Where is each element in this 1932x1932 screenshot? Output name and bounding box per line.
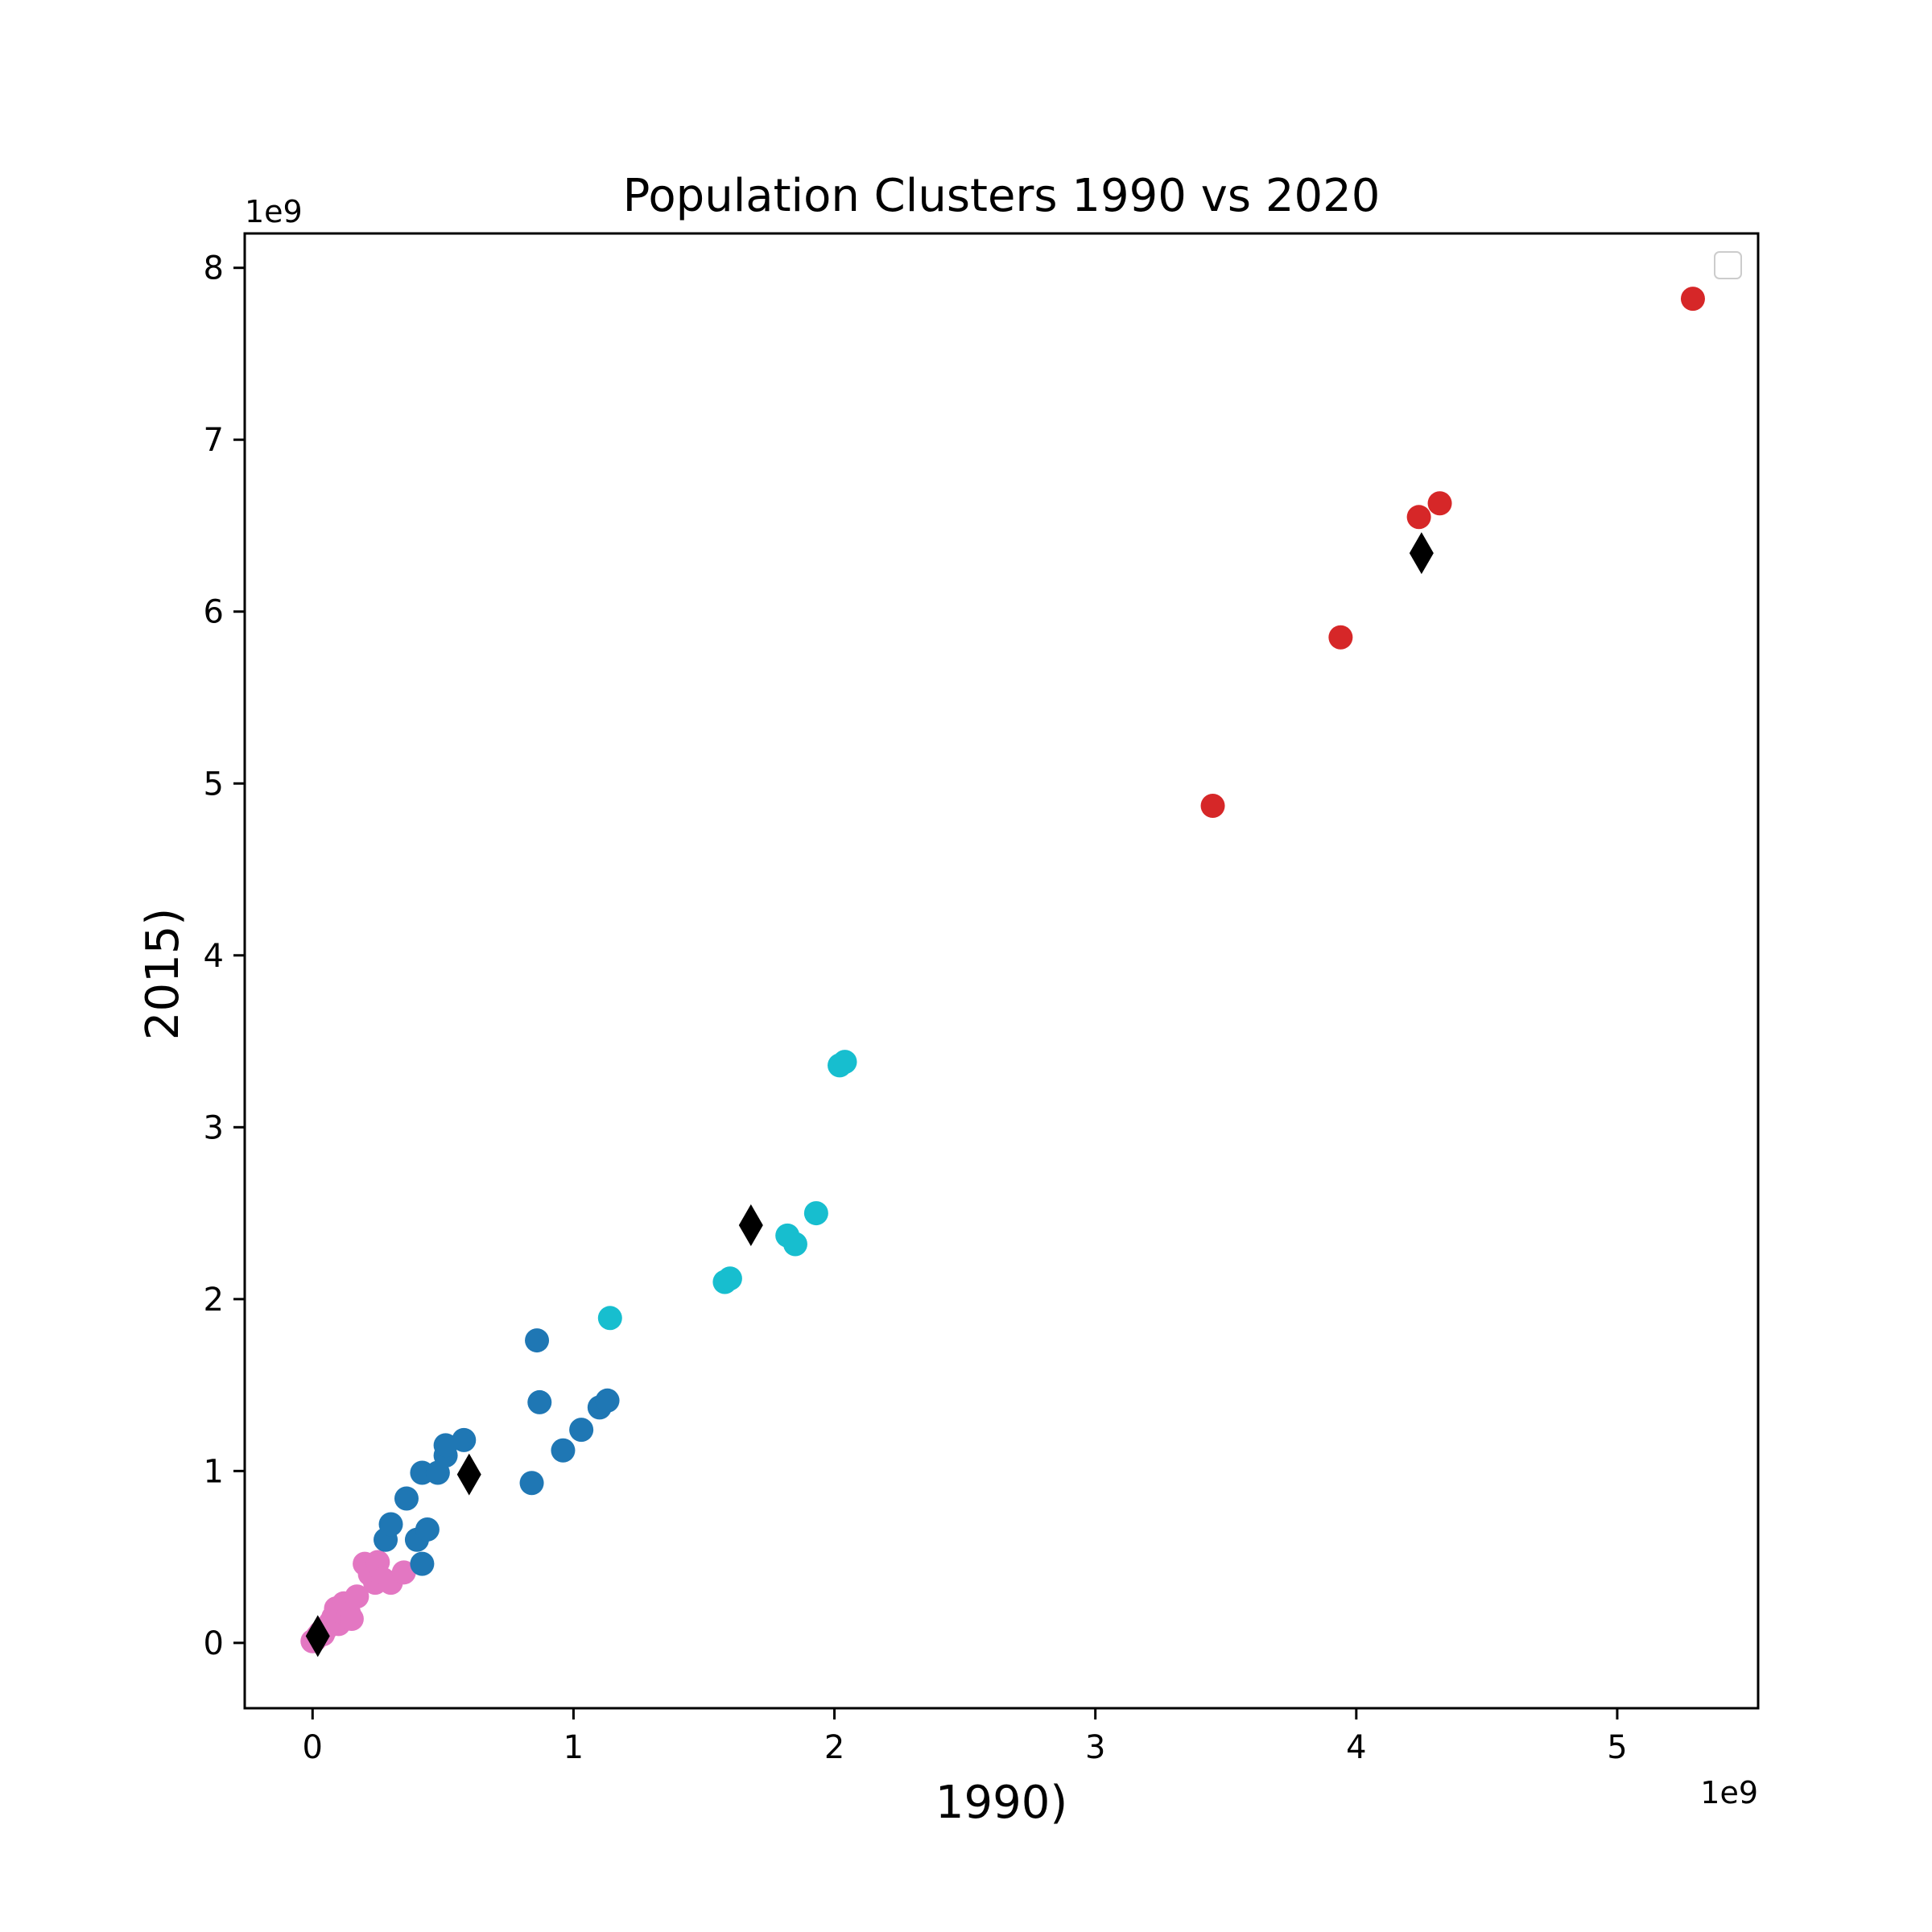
x-tick-label: 0 [303,1729,323,1766]
x-tick-label: 5 [1607,1729,1627,1766]
x-tick-label: 1 [564,1729,584,1766]
data-point [1200,794,1225,819]
y-axis-label: 2015) [137,908,189,1040]
data-point [803,1201,828,1226]
y-tick-label: 4 [204,938,224,975]
y-tick-label: 8 [204,250,224,287]
data-point [1328,625,1353,650]
data-point [452,1427,477,1452]
chart-title: Population Clusters 1990 vs 2020 [623,170,1381,222]
x-tick-label: 2 [824,1729,844,1766]
x-tick-label: 3 [1085,1729,1105,1766]
data-point [345,1584,369,1609]
data-point [1427,491,1452,516]
data-point [832,1050,857,1075]
plot-frame [243,232,1760,1710]
y-offset-label: 1e9 [245,194,303,229]
centroid-marker [738,1204,763,1247]
data-point [519,1471,544,1496]
data-point [717,1266,742,1291]
data-point [391,1560,416,1585]
y-tick-label: 0 [204,1625,224,1662]
x-axis-label: 1990) [935,1777,1067,1829]
y-tick-label: 5 [204,766,224,803]
data-point [527,1389,552,1414]
data-point [569,1418,594,1443]
y-tick-label: 7 [204,422,224,459]
data-point [410,1551,435,1576]
data-point [415,1517,440,1542]
data-point [394,1486,419,1511]
data-point [597,1306,622,1331]
centroid-marker [1409,532,1434,575]
y-tick-label: 3 [204,1109,224,1146]
centroid-marker [305,1615,330,1657]
legend-box [1714,251,1742,279]
x-offset-label: 1e9 [1700,1775,1758,1810]
axis-ticks: 0 1 2 3 4 5 0 1 2 3 4 5 6 7 8 [204,250,1628,1766]
data-point [1406,505,1431,530]
y-tick-label: 1 [204,1453,224,1490]
data-point [595,1388,620,1413]
data-point [1680,287,1705,312]
x-tick-label: 4 [1346,1729,1366,1766]
data-point [433,1433,458,1458]
data-point [378,1512,403,1537]
centroid-marker [456,1453,481,1496]
data-points [300,287,1705,1657]
y-tick-label: 6 [204,594,224,631]
data-point [551,1438,576,1463]
data-point [339,1606,364,1631]
data-point [525,1328,550,1353]
data-point [782,1232,807,1257]
y-tick-label: 2 [204,1282,224,1319]
